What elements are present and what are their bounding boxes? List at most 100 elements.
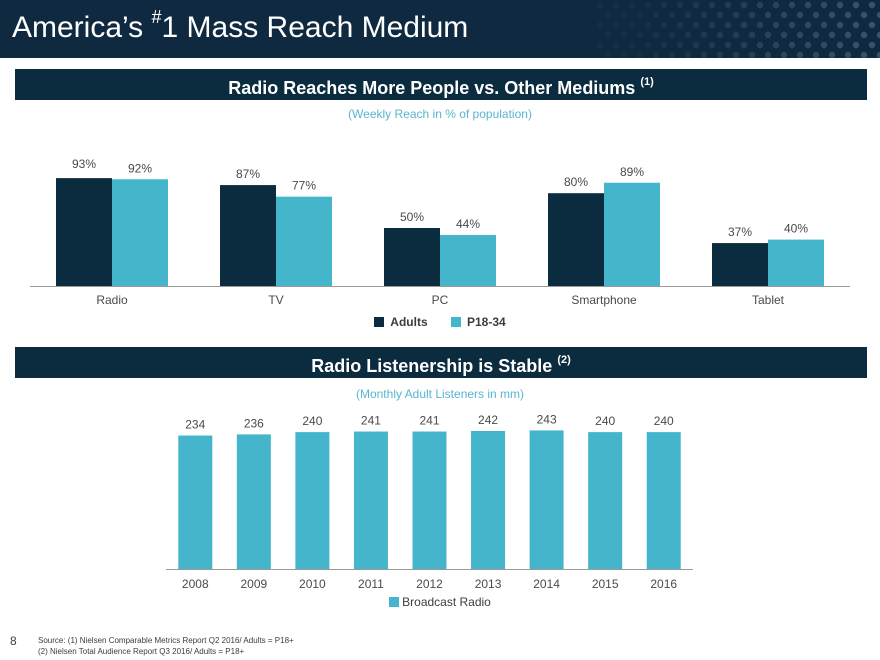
pattern-dot (596, 21, 604, 29)
pattern-dot (612, 1, 620, 9)
pattern-dot (876, 11, 880, 19)
x-tick-2012: 2012 (416, 577, 443, 591)
pattern-dot (604, 31, 612, 39)
data-label-pc-p18-34: 44% (456, 217, 480, 231)
pattern-dot (700, 31, 708, 39)
data-label-smartphone-p18-34: 89% (620, 165, 644, 179)
pattern-dot (748, 11, 756, 19)
data-label-tablet-p18-34: 40% (784, 222, 808, 236)
page-title: America’s #1 Mass Reach Medium (12, 7, 469, 45)
bar-2013 (471, 430, 506, 569)
listenership-chart: 234 2008 236 2009 240 2010 241 2011 241 2012 242 20… (166, 412, 693, 591)
pattern-dot (812, 51, 820, 58)
pattern-dot (676, 1, 684, 9)
pattern-dot (716, 11, 724, 19)
bar-2010 (295, 432, 330, 569)
x-tick-2016: 2016 (650, 577, 677, 591)
x-tick-2013: 2013 (475, 577, 502, 591)
data-label-2014: 243 (537, 412, 557, 426)
pattern-dot (852, 1, 860, 9)
pattern-dot (708, 1, 716, 9)
pattern-dot (692, 21, 700, 29)
pattern-dot (796, 51, 804, 58)
x-tick-radio: Radio (96, 293, 128, 307)
page-title-superscript: # (151, 7, 162, 27)
x-tick-2011: 2011 (358, 577, 384, 591)
data-label-radio-p18-34: 92% (128, 161, 152, 175)
x-tick-2015: 2015 (592, 577, 619, 591)
legend-swatch-p18-34 (450, 317, 461, 327)
bar-pc-adults (384, 228, 440, 286)
pattern-dot (756, 1, 764, 9)
pattern-dot (836, 41, 844, 49)
listenership-heading-note: (2) (557, 354, 571, 366)
listenership-section-banner: Radio Listenership is Stable (2) (15, 347, 867, 378)
pattern-dot (692, 41, 700, 49)
pattern-dot (860, 11, 868, 19)
pattern-dot (652, 51, 660, 58)
legend-item-adults: Adults (374, 315, 428, 329)
pattern-dot (772, 21, 780, 29)
pattern-dot (684, 31, 692, 39)
pattern-dot (852, 21, 860, 29)
pattern-dot (700, 51, 708, 58)
bar-tv-p18-34 (276, 196, 332, 286)
pattern-dot (668, 51, 676, 58)
pattern-dot (876, 31, 880, 39)
pattern-dot (844, 51, 852, 58)
legend-label-broadcast-radio: Broadcast Radio (402, 595, 491, 609)
pattern-dot (740, 1, 748, 9)
pattern-dot (868, 21, 876, 29)
pattern-dot (764, 11, 772, 19)
reach-subtitle: (Weekly Reach in % of population) (348, 107, 532, 121)
pattern-dot (620, 51, 628, 58)
source-notes: Source: (1) Nielsen Comparable Metrics R… (38, 635, 294, 657)
x-tick-2009: 2009 (240, 577, 267, 591)
pattern-dot (868, 1, 876, 9)
pattern-dot (644, 41, 652, 49)
bar-smartphone-adults (548, 193, 604, 286)
data-label-radio-adults: 93% (72, 157, 96, 171)
pattern-dot (836, 1, 844, 9)
x-tick-smartphone: Smartphone (571, 293, 637, 307)
data-label-2011: 241 (361, 414, 381, 428)
listenership-heading: Radio Listenership is Stable (311, 356, 553, 376)
data-label-tablet-adults: 37% (728, 225, 752, 239)
pattern-dot (724, 41, 732, 49)
legend-label-adults: Adults (390, 315, 428, 329)
page-title-main: 1 Mass Reach Medium (161, 11, 469, 44)
pattern-dot (852, 41, 860, 49)
pattern-dot (596, 41, 604, 49)
pattern-dot (604, 51, 612, 58)
data-label-2015: 240 (595, 414, 615, 428)
pattern-dot (636, 31, 644, 39)
pattern-dot (644, 21, 652, 29)
pattern-dot (684, 51, 692, 58)
bar-radio-adults (56, 178, 112, 286)
reach-heading-note: (1) (640, 76, 654, 88)
pattern-dot (708, 41, 716, 49)
bar-tv-adults (220, 185, 276, 286)
pattern-dot (804, 21, 812, 29)
pattern-dot (804, 1, 812, 9)
pattern-dot (604, 11, 612, 19)
data-label-2016: 240 (654, 414, 674, 428)
pattern-dot (676, 21, 684, 29)
pattern-dot (804, 41, 812, 49)
pattern-dot (660, 1, 668, 9)
pattern-dot (860, 51, 868, 58)
data-label-2012: 241 (419, 414, 439, 428)
pattern-dot (700, 11, 708, 19)
pattern-dot (668, 31, 676, 39)
bar-smartphone-p18-34 (604, 182, 660, 286)
pattern-dot (828, 11, 836, 19)
pattern-dot (716, 51, 724, 58)
pattern-dot (628, 21, 636, 29)
bar-2016 (646, 432, 681, 569)
pattern-dot (820, 41, 828, 49)
pattern-dot (716, 31, 724, 39)
data-label-2008: 234 (185, 418, 205, 432)
pattern-dot (652, 11, 660, 19)
data-label-tv-p18-34: 77% (292, 179, 316, 193)
x-tick-2008: 2008 (182, 577, 209, 591)
